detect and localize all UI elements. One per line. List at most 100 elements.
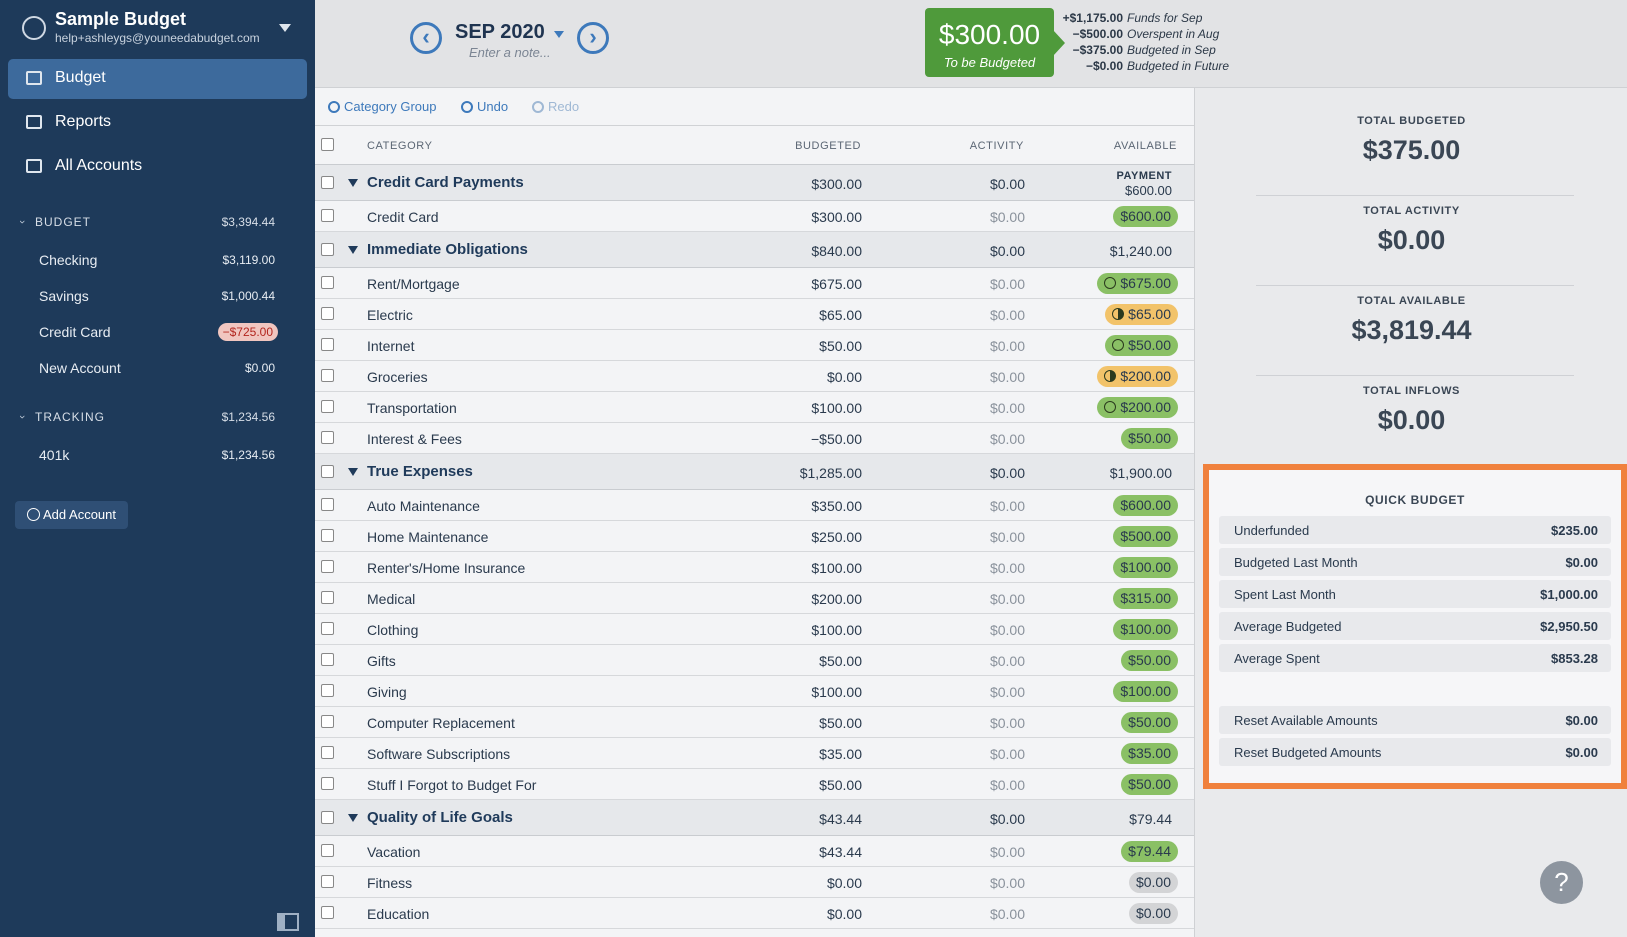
category-budgeted[interactable]: $50.00	[819, 777, 862, 793]
category-activity[interactable]: $0.00	[989, 591, 1025, 607]
checkbox[interactable]	[321, 811, 334, 824]
category-activity[interactable]: $0.00	[989, 307, 1025, 323]
toolbar-button[interactable]: Undo	[477, 99, 509, 114]
available-pill[interactable]: $79.44	[1121, 841, 1178, 862]
category-activity[interactable]: $0.00	[989, 431, 1025, 447]
category-budgeted[interactable]: $65.00	[819, 307, 862, 323]
quick-budget-button[interactable]: Budgeted Last Month $0.00	[1219, 548, 1611, 576]
category-name[interactable]: Clothing	[367, 622, 419, 638]
quick-budget-button[interactable]: Reset Available Amounts $0.00	[1219, 706, 1611, 734]
budget-name[interactable]: Sample Budget	[55, 9, 187, 29]
category-budgeted[interactable]: $675.00	[811, 276, 862, 292]
category-name[interactable]: Rent/Mortgage	[367, 276, 460, 292]
category-activity[interactable]: $0.00	[989, 209, 1025, 225]
category-activity[interactable]: $0.00	[989, 906, 1025, 922]
available-pill[interactable]: $50.00	[1121, 712, 1178, 733]
available-pill[interactable]: $100.00	[1113, 557, 1178, 578]
available-pill[interactable]: $100.00	[1113, 681, 1178, 702]
group-name[interactable]: BUDGET	[35, 215, 92, 229]
available-pill[interactable]: $35.00	[1121, 743, 1178, 764]
month-arrow[interactable]: ‹	[410, 22, 442, 54]
category-budgeted[interactable]: $250.00	[811, 529, 862, 545]
checkbox[interactable]	[321, 622, 334, 635]
quick-budget-button[interactable]: Average Spent $853.28	[1219, 644, 1611, 672]
toolbar-button[interactable]: Redo	[548, 99, 580, 114]
category-activity[interactable]: $0.00	[989, 684, 1025, 700]
month-caret[interactable]	[554, 31, 564, 38]
category-name[interactable]: Education	[367, 906, 430, 922]
checkbox[interactable]	[321, 715, 334, 728]
category-activity[interactable]: $0.00	[989, 844, 1025, 860]
available-pill[interactable]: $500.00	[1113, 526, 1178, 547]
category-budgeted[interactable]: $100.00	[811, 400, 862, 416]
available-pill[interactable]: $600.00	[1113, 495, 1178, 516]
category-name[interactable]: Vacation	[367, 844, 421, 860]
note[interactable]: Enter a note...	[469, 45, 551, 60]
category-budgeted[interactable]: $100.00	[811, 560, 862, 576]
account-name[interactable]: New Account	[39, 360, 121, 376]
category-activity[interactable]: $0.00	[989, 369, 1025, 385]
help-button[interactable]: ?	[1540, 861, 1583, 904]
month[interactable]: SEP 2020	[455, 21, 545, 43]
available-pill[interactable]: $50.00	[1121, 428, 1178, 449]
category-budgeted[interactable]: $200.00	[811, 591, 862, 607]
checkbox[interactable]	[321, 560, 334, 573]
checkbox[interactable]	[321, 338, 334, 351]
toolbar-icon[interactable]	[532, 101, 544, 113]
available-pill[interactable]: $200.00	[1097, 366, 1178, 387]
group-name[interactable]: Credit Card Payments	[367, 174, 524, 191]
toolbar-icon[interactable]	[328, 101, 340, 113]
quick-budget-button[interactable]: Average Budgeted $2,950.50	[1219, 612, 1611, 640]
available-pill[interactable]: $600.00	[1113, 206, 1178, 227]
collapse-triangle[interactable]	[348, 468, 358, 476]
category-activity[interactable]: $0.00	[989, 746, 1025, 762]
menu-caret[interactable]	[279, 24, 291, 32]
group-name[interactable]: Quality of Life Goals	[367, 809, 513, 826]
category-budgeted[interactable]: $50.00	[819, 715, 862, 731]
checkbox[interactable]	[321, 369, 334, 382]
account-name[interactable]: Savings	[39, 288, 89, 304]
category-budgeted[interactable]: $0.00	[826, 369, 862, 385]
checkbox[interactable]	[321, 906, 334, 919]
category-budgeted[interactable]: $100.00	[811, 684, 862, 700]
category-name[interactable]: Interest & Fees	[367, 431, 462, 447]
available-pill[interactable]: $315.00	[1113, 588, 1178, 609]
checkbox[interactable]	[321, 400, 334, 413]
group-name[interactable]: Immediate Obligations	[367, 241, 528, 258]
category-name[interactable]: Groceries	[367, 369, 428, 385]
category-budgeted[interactable]: $300.00	[811, 209, 862, 225]
checkbox[interactable]	[321, 746, 334, 759]
account-name[interactable]: 401k	[39, 447, 70, 463]
category-activity[interactable]: $0.00	[989, 653, 1025, 669]
category-budgeted[interactable]: $35.00	[819, 746, 862, 762]
category-name[interactable]: Credit Card	[367, 209, 439, 225]
checkbox[interactable]	[321, 777, 334, 790]
month-arrow[interactable]: ›	[577, 22, 609, 54]
category-name[interactable]: Renter's/Home Insurance	[367, 560, 526, 576]
category-budgeted[interactable]: $100.00	[811, 622, 862, 638]
collapse-triangle[interactable]	[348, 246, 358, 254]
category-activity[interactable]: $0.00	[989, 560, 1025, 576]
group-name[interactable]: True Expenses	[367, 463, 473, 480]
category-name[interactable]: Giving	[367, 684, 407, 700]
available-pill[interactable]: $100.00	[1113, 619, 1178, 640]
checkbox[interactable]	[321, 307, 334, 320]
quick-budget-button[interactable]: Reset Budgeted Amounts $0.00	[1219, 738, 1611, 766]
category-activity[interactable]: $0.00	[989, 338, 1025, 354]
checkbox[interactable]	[321, 498, 334, 511]
checkbox[interactable]	[321, 276, 334, 289]
available-pill[interactable]: $0.00	[1128, 903, 1178, 924]
category-name[interactable]: Transportation	[367, 400, 457, 416]
nav-item[interactable]: All Accounts	[55, 157, 143, 174]
account-name[interactable]: Checking	[39, 252, 98, 268]
category-name[interactable]: Home Maintenance	[367, 529, 489, 545]
checkbox[interactable]	[321, 176, 334, 189]
category-budgeted[interactable]: $50.00	[819, 653, 862, 669]
available-pill[interactable]: $0.00	[1128, 872, 1178, 893]
account-name[interactable]: Credit Card	[39, 324, 111, 340]
category-budgeted[interactable]: $50.00	[819, 338, 862, 354]
header-checkbox[interactable]	[321, 138, 334, 151]
checkbox[interactable]	[321, 465, 334, 478]
category-name[interactable]: Electric	[367, 307, 413, 323]
category-activity[interactable]: $0.00	[989, 529, 1025, 545]
